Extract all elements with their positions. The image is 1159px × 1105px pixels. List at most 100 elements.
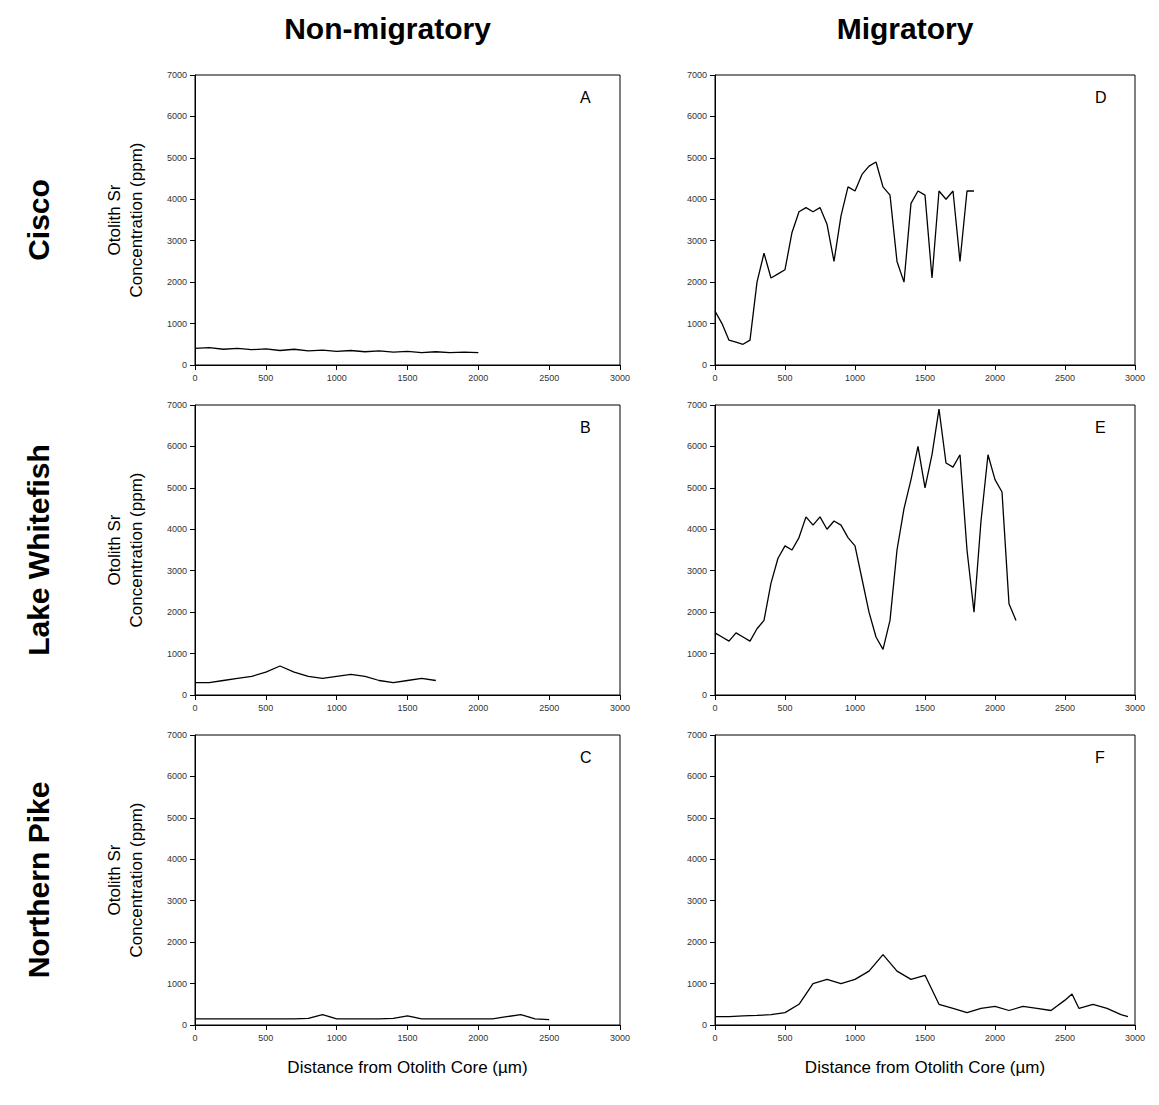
- svg-text:5000: 5000: [687, 153, 707, 163]
- svg-text:5000: 5000: [167, 813, 187, 823]
- svg-text:5000: 5000: [167, 483, 187, 493]
- svg-text:F: F: [1095, 749, 1105, 766]
- svg-text:E: E: [1095, 419, 1106, 436]
- svg-text:3000: 3000: [1125, 1033, 1145, 1043]
- svg-text:0: 0: [192, 1033, 197, 1043]
- svg-text:0: 0: [712, 703, 717, 713]
- svg-text:2500: 2500: [1055, 703, 1075, 713]
- svg-text:3000: 3000: [610, 373, 630, 383]
- svg-text:2000: 2000: [167, 277, 187, 287]
- svg-text:3000: 3000: [167, 896, 187, 906]
- svg-text:7000: 7000: [167, 400, 187, 410]
- svg-text:7000: 7000: [687, 70, 707, 80]
- svg-text:1000: 1000: [845, 703, 865, 713]
- svg-text:1500: 1500: [915, 1033, 935, 1043]
- svg-text:5000: 5000: [687, 813, 707, 823]
- svg-text:Otolith Sr: Otolith Sr: [105, 184, 124, 255]
- svg-text:0: 0: [702, 1020, 707, 1030]
- svg-text:Non-migratory: Non-migratory: [284, 12, 491, 45]
- svg-text:1000: 1000: [687, 319, 707, 329]
- svg-text:C: C: [580, 749, 592, 766]
- svg-text:1500: 1500: [915, 703, 935, 713]
- svg-text:3000: 3000: [1125, 703, 1145, 713]
- svg-text:500: 500: [258, 1033, 273, 1043]
- svg-text:2000: 2000: [167, 607, 187, 617]
- svg-text:500: 500: [777, 373, 792, 383]
- svg-text:2500: 2500: [539, 373, 559, 383]
- svg-text:6000: 6000: [167, 771, 187, 781]
- svg-text:500: 500: [777, 1033, 792, 1043]
- svg-text:500: 500: [258, 373, 273, 383]
- svg-text:Cisco: Cisco: [22, 179, 55, 261]
- svg-text:7000: 7000: [167, 730, 187, 740]
- svg-text:4000: 4000: [167, 854, 187, 864]
- svg-text:Distance from Otolith Core (µm: Distance from Otolith Core (µm): [287, 1058, 527, 1077]
- svg-text:6000: 6000: [167, 441, 187, 451]
- svg-text:1500: 1500: [397, 703, 417, 713]
- svg-text:2000: 2000: [468, 373, 488, 383]
- svg-text:2000: 2000: [687, 937, 707, 947]
- svg-text:2000: 2000: [468, 1033, 488, 1043]
- svg-text:4000: 4000: [167, 194, 187, 204]
- svg-text:4000: 4000: [167, 524, 187, 534]
- svg-text:0: 0: [702, 360, 707, 370]
- svg-text:1500: 1500: [397, 373, 417, 383]
- svg-text:6000: 6000: [687, 771, 707, 781]
- svg-text:3000: 3000: [1125, 373, 1145, 383]
- svg-text:2000: 2000: [468, 703, 488, 713]
- svg-text:2000: 2000: [985, 703, 1005, 713]
- svg-text:Otolith Sr: Otolith Sr: [105, 844, 124, 915]
- svg-text:0: 0: [182, 690, 187, 700]
- svg-text:7000: 7000: [687, 730, 707, 740]
- svg-text:2000: 2000: [167, 937, 187, 947]
- svg-text:6000: 6000: [687, 441, 707, 451]
- svg-text:Otolith Sr: Otolith Sr: [105, 514, 124, 585]
- svg-text:3000: 3000: [610, 703, 630, 713]
- svg-text:Concentration (ppm): Concentration (ppm): [127, 473, 146, 628]
- svg-text:2500: 2500: [1055, 373, 1075, 383]
- svg-text:0: 0: [712, 373, 717, 383]
- svg-text:500: 500: [258, 703, 273, 713]
- svg-text:1000: 1000: [327, 373, 347, 383]
- svg-text:0: 0: [192, 373, 197, 383]
- svg-text:3000: 3000: [167, 236, 187, 246]
- svg-text:Concentration (ppm): Concentration (ppm): [127, 143, 146, 298]
- svg-text:0: 0: [712, 1033, 717, 1043]
- svg-text:1000: 1000: [327, 703, 347, 713]
- svg-text:Concentration (ppm): Concentration (ppm): [127, 803, 146, 958]
- svg-text:Northern Pike: Northern Pike: [22, 782, 55, 979]
- svg-text:1000: 1000: [327, 1033, 347, 1043]
- svg-text:4000: 4000: [687, 194, 707, 204]
- svg-text:1000: 1000: [167, 649, 187, 659]
- svg-text:2500: 2500: [1055, 1033, 1075, 1043]
- svg-text:1000: 1000: [845, 373, 865, 383]
- svg-text:1000: 1000: [167, 319, 187, 329]
- svg-text:5000: 5000: [687, 483, 707, 493]
- svg-text:3000: 3000: [687, 896, 707, 906]
- svg-text:2000: 2000: [687, 607, 707, 617]
- svg-text:D: D: [1095, 89, 1107, 106]
- svg-text:1500: 1500: [915, 373, 935, 383]
- svg-text:B: B: [580, 419, 591, 436]
- svg-text:A: A: [580, 89, 591, 106]
- svg-text:7000: 7000: [167, 70, 187, 80]
- svg-text:1000: 1000: [167, 979, 187, 989]
- svg-text:0: 0: [182, 360, 187, 370]
- svg-text:0: 0: [702, 690, 707, 700]
- svg-text:3000: 3000: [167, 566, 187, 576]
- svg-text:6000: 6000: [167, 111, 187, 121]
- svg-text:6000: 6000: [687, 111, 707, 121]
- svg-text:1000: 1000: [687, 649, 707, 659]
- svg-text:2000: 2000: [687, 277, 707, 287]
- svg-text:1500: 1500: [397, 1033, 417, 1043]
- svg-text:500: 500: [777, 703, 792, 713]
- svg-text:3000: 3000: [687, 236, 707, 246]
- svg-text:1000: 1000: [687, 979, 707, 989]
- svg-text:Distance from Otolith Core (µm: Distance from Otolith Core (µm): [805, 1058, 1045, 1077]
- svg-text:Migratory: Migratory: [837, 12, 974, 45]
- svg-text:3000: 3000: [610, 1033, 630, 1043]
- svg-text:5000: 5000: [167, 153, 187, 163]
- svg-text:2000: 2000: [985, 373, 1005, 383]
- svg-text:0: 0: [192, 703, 197, 713]
- svg-text:3000: 3000: [687, 566, 707, 576]
